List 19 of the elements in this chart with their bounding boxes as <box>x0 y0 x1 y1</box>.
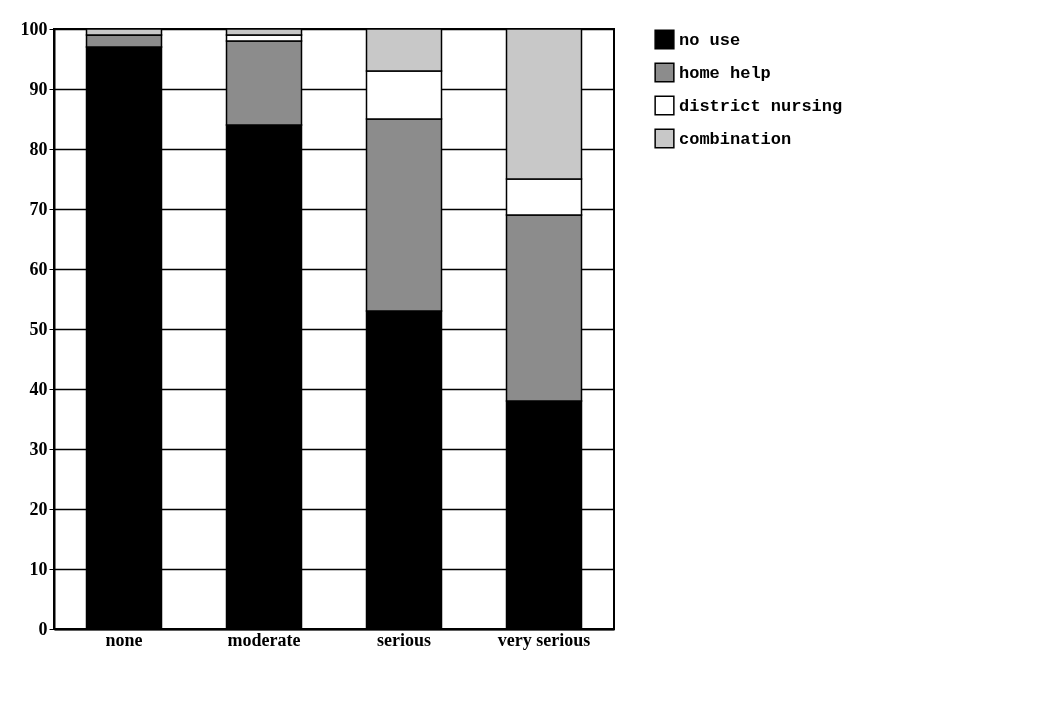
y-tick-label: 0 <box>38 618 48 639</box>
y-tick-label: 30 <box>29 438 48 459</box>
y-tick-label: 90 <box>29 78 48 99</box>
x-tick-label: serious <box>377 629 431 650</box>
y-tick-label: 10 <box>29 558 48 579</box>
x-tick-label: none <box>105 629 143 650</box>
y-tick-label: 70 <box>29 198 48 219</box>
legend-label: district nursing <box>679 96 843 116</box>
y-tick-label: 100 <box>20 18 48 39</box>
y-tick-label: 60 <box>29 258 48 279</box>
y-tick-label: 40 <box>29 378 48 399</box>
legend-label: combination <box>679 129 792 149</box>
x-tick-label: very serious <box>497 629 591 650</box>
y-tick-label: 20 <box>29 498 48 519</box>
y-tick-label: 50 <box>29 318 48 339</box>
y-tick-label: 80 <box>29 138 48 159</box>
legend-label: home help <box>679 63 771 83</box>
legend-label: no use <box>679 30 741 50</box>
x-tick-label: moderate <box>227 629 301 650</box>
